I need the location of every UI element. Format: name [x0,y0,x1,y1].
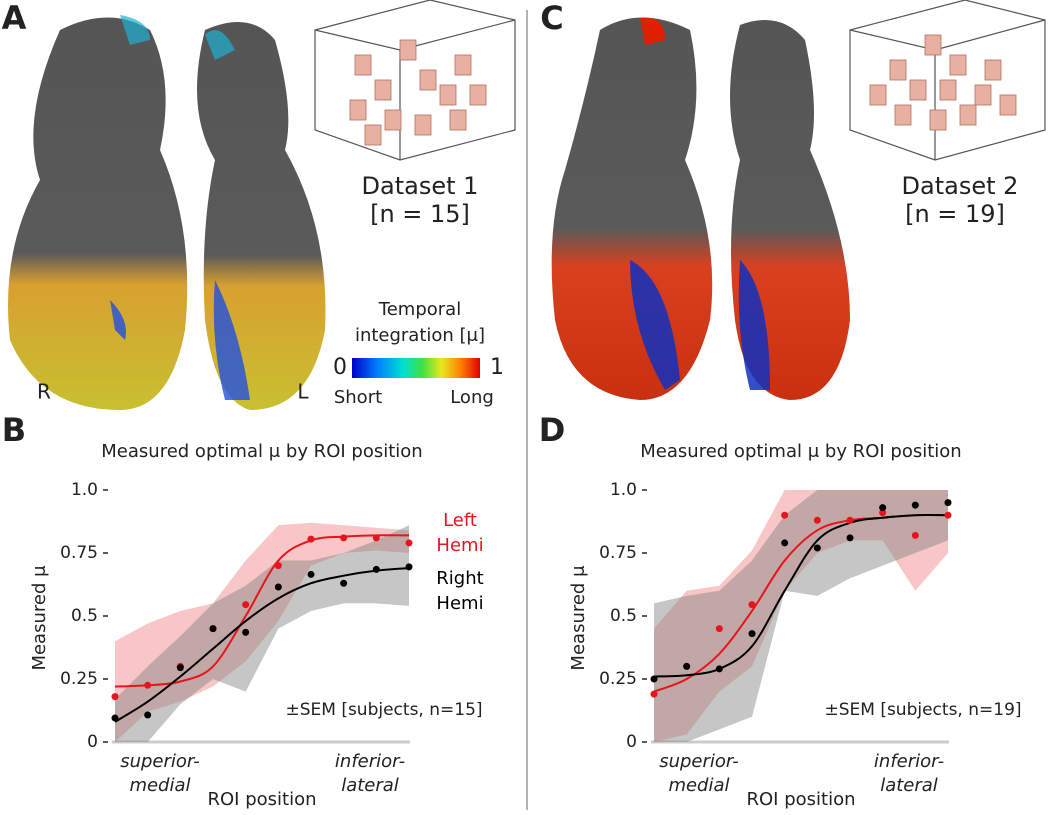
panel-label: C [540,0,563,37]
data-point [111,693,119,701]
data-point [781,511,789,519]
sem-band [654,490,948,742]
blob-blue [110,280,250,400]
data-point [176,664,184,672]
x-start-label: medial [668,775,729,796]
colorbar-max-label: Long [450,387,494,408]
data-point [405,539,413,547]
data-point [650,690,658,698]
sem-band [115,522,409,742]
y-axis-label: Measured μ [568,565,589,671]
x-axis-label: ROI position [746,789,855,810]
blob-cyan [120,15,235,60]
colorbar-min-label: Short [334,387,382,408]
chart-title: Measured optimal μ by ROI position [101,441,422,462]
y-axis-label: Measured μ [29,565,50,671]
x-end-label: lateral [341,775,399,796]
data-point [715,665,723,673]
colorbar-min: 0 [333,355,347,380]
colorbar-label: integration [μ] [355,325,485,346]
brain-right [551,17,713,400]
data-point [307,535,315,543]
fit-curve [114,567,410,723]
data-point [340,534,348,542]
y-tick-label: 0.25 [599,669,637,689]
brain-right [8,17,188,410]
dataset-n: [n = 19] [905,200,1005,228]
data-point [944,499,952,507]
y-tick-label: 0 [626,732,637,752]
y-tick-label: 0 [87,732,98,752]
data-point [144,711,152,719]
data-point [748,601,756,609]
panel-label: D [539,411,566,449]
data-point [144,681,152,689]
data-point [274,583,282,591]
brain-left [197,22,326,410]
x-start-label: superior- [120,751,200,772]
data-point [242,628,250,636]
blob-blue [630,260,770,390]
data-point [846,516,854,524]
dataset-name: Dataset 2 [902,172,1019,200]
data-point [683,662,691,670]
fit-curve [114,534,410,688]
dataset-n: [n = 15] [370,200,470,228]
data-point [911,531,919,539]
x-end-label: inferior- [335,751,405,772]
hemisphere-label: R [37,380,51,404]
data-point [879,509,887,517]
colorbar [352,358,480,378]
y-tick-label: 0.5 [610,606,637,626]
chart-title: Measured optimal μ by ROI position [640,441,961,462]
y-tick-label: 0.75 [599,543,637,563]
data-point [715,625,723,633]
panel-label: B [2,411,26,449]
data-point [209,625,217,633]
data-point [879,504,887,512]
panel-label: A [2,0,27,37]
sem-band [115,525,409,742]
blob-red [640,17,665,45]
data-point [813,516,821,524]
dataset-name: Dataset 1 [362,172,479,200]
y-tick-label: 1.0 [71,480,98,500]
hemisphere-label: L [297,380,309,404]
legend-entry: Right Hemi [436,568,484,614]
fit-curve [653,514,949,678]
x-end-label: lateral [880,775,938,796]
y-tick-label: 0.75 [60,543,98,563]
data-point [405,563,413,571]
data-point [307,570,315,578]
colorbar-label: Temporal [378,299,461,320]
data-point [781,539,789,547]
data-point [813,544,821,552]
data-point [944,511,952,519]
data-point [372,534,380,542]
y-tick-label: 1.0 [610,480,637,500]
data-point [274,562,282,570]
data-point [846,534,854,542]
data-point [748,630,756,638]
data-point [650,675,658,683]
x-start-label: medial [129,775,190,796]
data-point [372,565,380,573]
data-point [340,579,348,587]
data-point [242,601,250,609]
data-point [111,714,119,722]
face-icons [349,34,1017,146]
y-tick-label: 0.5 [71,606,98,626]
x-axis-label: ROI position [207,789,316,810]
annotation: ±SEM [subjects, n=19] [824,700,1021,720]
y-tick-label: 0.25 [60,669,98,689]
annotation: ±SEM [subjects, n=15] [285,700,482,720]
legend-entry: Left Hemi [436,510,484,556]
colorbar-max: 1 [490,355,504,380]
x-end-label: inferior- [874,751,944,772]
x-start-label: superior- [659,751,739,772]
sem-band [654,490,948,742]
data-point [911,501,919,509]
